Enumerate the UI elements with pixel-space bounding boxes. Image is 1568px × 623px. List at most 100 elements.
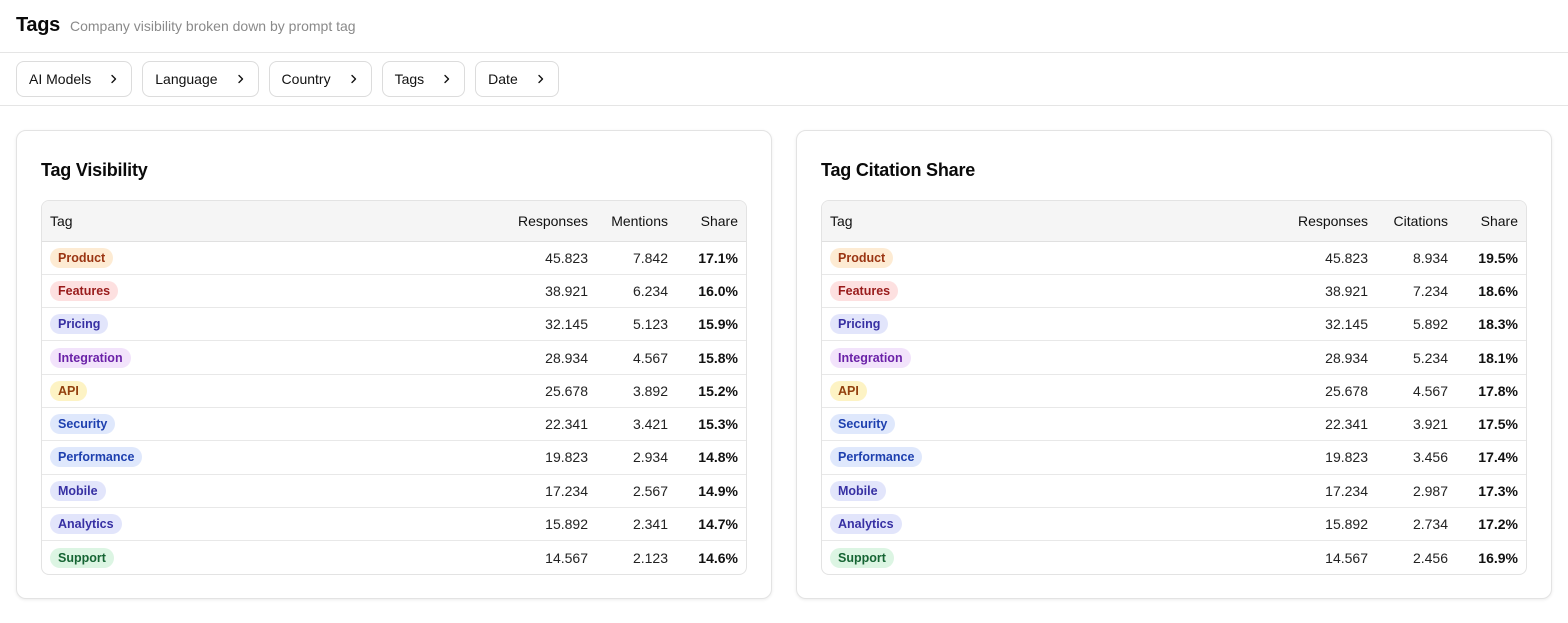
tag-badge: Analytics — [50, 514, 122, 535]
table-row: API 25.678 4.567 17.8% — [822, 374, 1526, 408]
column-header-share[interactable]: Share — [1480, 212, 1518, 229]
tag-cell: Features — [822, 274, 1276, 307]
column-header-tag[interactable]: Tag — [50, 212, 73, 229]
responses-cell: 45.823 — [1325, 249, 1368, 266]
responses-cell: 22.341 — [545, 416, 588, 433]
column-header-citations[interactable]: Citations — [1393, 212, 1448, 229]
column-header-share[interactable]: Share — [700, 212, 738, 229]
citations-cell: 5.234 — [1412, 349, 1448, 366]
share-cell: 16.0% — [698, 282, 738, 299]
tag-cell: Pricing — [822, 308, 1276, 341]
column-header-tag[interactable]: Tag — [830, 212, 853, 229]
share-cell: 17.3% — [1478, 482, 1518, 499]
filter-language-button[interactable]: Language — [142, 61, 259, 97]
responses-cell: 19.823 — [1325, 449, 1368, 466]
responses-cell: 38.921 — [545, 282, 588, 299]
table-row: Features 38.921 7.234 18.6% — [822, 274, 1526, 308]
responses-cell: 32.145 — [545, 316, 588, 333]
mentions-cell: 2.341 — [632, 516, 668, 533]
table-row: Support 14.567 2.456 16.9% — [822, 541, 1526, 574]
filter-label: Tags — [394, 71, 425, 87]
share-cell: 16.9% — [1478, 549, 1518, 566]
tag-cell: Analytics — [822, 507, 1276, 540]
mentions-cell: 2.567 — [632, 482, 668, 499]
tag-cell: Product — [822, 241, 1276, 274]
citations-cell: 2.456 — [1412, 549, 1448, 566]
citations-cell: 3.456 — [1412, 449, 1448, 466]
tag-badge: Support — [50, 547, 114, 568]
table-row: Performance 19.823 2.934 14.8% — [42, 441, 746, 475]
share-cell: 17.5% — [1478, 416, 1518, 433]
filter-date-button[interactable]: Date — [475, 61, 559, 97]
responses-cell: 45.823 — [545, 249, 588, 266]
tag-cell: Analytics — [42, 507, 496, 540]
citations-cell: 4.567 — [1412, 382, 1448, 399]
share-cell: 18.6% — [1478, 282, 1518, 299]
responses-cell: 32.145 — [1325, 316, 1368, 333]
table-row: Mobile 17.234 2.987 17.3% — [822, 474, 1526, 508]
mentions-cell: 7.842 — [632, 249, 668, 266]
filter-label: AI Models — [29, 71, 92, 87]
page-title: Tags — [16, 14, 60, 36]
tag-badge: Performance — [50, 447, 143, 468]
table-row: Mobile 17.234 2.567 14.9% — [42, 474, 746, 508]
tag-badge: Security — [830, 414, 896, 435]
tag-badge: Support — [830, 547, 894, 568]
tag-cell: API — [42, 374, 496, 407]
table-row: Support 14.567 2.123 14.6% — [42, 541, 746, 574]
tag-badge: Performance — [830, 447, 923, 468]
tag-cell: Integration — [42, 341, 496, 374]
chevron-right-icon — [349, 74, 359, 84]
responses-cell: 25.678 — [1325, 382, 1368, 399]
mentions-cell: 6.234 — [632, 282, 668, 299]
tag-cell: Support — [42, 541, 496, 574]
table-header-row: Tag Responses Citations Share — [822, 201, 1526, 241]
table-body: Product 45.823 7.842 17.1% Features 38.921 6.2… — [42, 241, 746, 574]
table-row: Performance 19.823 3.456 17.4% — [822, 441, 1526, 475]
filter-label: Country — [281, 71, 331, 87]
filter-label: Date — [488, 71, 518, 87]
responses-cell: 15.892 — [1325, 516, 1368, 533]
tag-badge: Mobile — [830, 480, 886, 501]
responses-cell: 38.921 — [1325, 282, 1368, 299]
share-cell: 17.8% — [1478, 382, 1518, 399]
filter-country-button[interactable]: Country — [268, 61, 372, 97]
mentions-cell: 2.123 — [632, 549, 668, 566]
chevron-right-icon — [536, 74, 546, 84]
column-header-responses[interactable]: Responses — [1297, 212, 1368, 229]
tag-badge: API — [830, 380, 867, 401]
citations-cell: 2.734 — [1412, 516, 1448, 533]
tag-badge: Integration — [50, 347, 131, 368]
card-title: Tag Visibility — [41, 160, 148, 180]
filter-ai-models-button[interactable]: AI Models — [16, 61, 133, 97]
column-header-responses[interactable]: Responses — [517, 212, 588, 229]
chevron-right-icon — [109, 74, 119, 84]
tag-cell: Performance — [42, 441, 496, 474]
mentions-cell: 2.934 — [632, 449, 668, 466]
column-header-mentions[interactable]: Mentions — [611, 212, 668, 229]
table-row: Features 38.921 6.234 16.0% — [42, 274, 746, 308]
tag-badge: Integration — [830, 347, 911, 368]
responses-cell: 14.567 — [545, 549, 588, 566]
page-header: Tags Company visibility broken down by p… — [0, 0, 1568, 53]
filter-label: Language — [155, 71, 218, 87]
tag-badge: Product — [50, 247, 114, 268]
tag-cell: Mobile — [822, 474, 1276, 507]
table-row: Pricing 32.145 5.892 18.3% — [822, 308, 1526, 341]
chevron-right-icon — [236, 74, 246, 84]
citations-cell: 8.934 — [1412, 249, 1448, 266]
share-cell: 18.3% — [1478, 316, 1518, 333]
responses-cell: 19.823 — [545, 449, 588, 466]
share-cell: 15.8% — [698, 349, 738, 366]
filter-tags-button[interactable]: Tags — [381, 61, 466, 97]
table-body: Product 45.823 8.934 19.5% Features 38.921 7.2… — [822, 241, 1526, 574]
responses-cell: 17.234 — [1325, 482, 1368, 499]
tag-cell: Performance — [822, 441, 1276, 474]
share-cell: 17.2% — [1478, 516, 1518, 533]
mentions-cell: 3.892 — [632, 382, 668, 399]
share-cell: 14.7% — [698, 516, 738, 533]
mentions-cell: 5.123 — [632, 316, 668, 333]
table-row: Security 22.341 3.921 17.5% — [822, 407, 1526, 441]
tag-visibility-table: Tag Responses Mentions Share Product 45.8… — [41, 200, 747, 575]
share-cell: 14.6% — [698, 549, 738, 566]
